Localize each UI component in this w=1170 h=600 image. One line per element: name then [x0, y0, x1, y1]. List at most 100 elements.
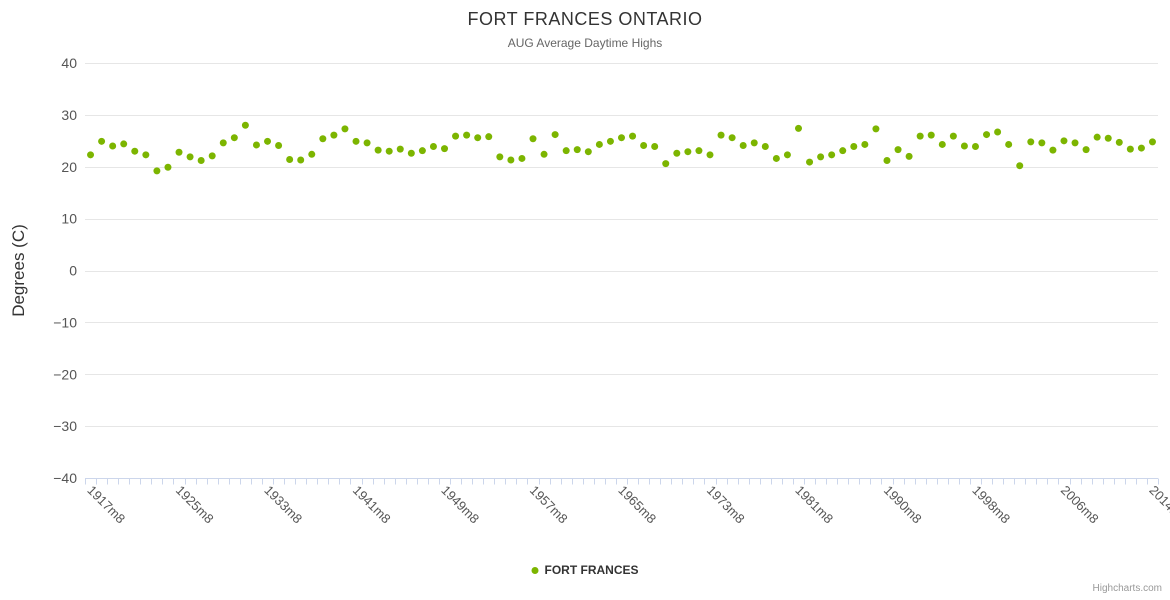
y-axis-tick-label: 30 [61, 107, 77, 123]
data-point [551, 131, 559, 139]
x-axis-tick-label: 2014m8 [1146, 483, 1170, 527]
data-point [485, 133, 493, 141]
data-point [673, 149, 681, 157]
data-point [197, 157, 205, 165]
data-point [894, 146, 902, 154]
data-point [153, 167, 161, 175]
data-point [839, 147, 847, 155]
data-point [540, 150, 548, 158]
data-point [971, 143, 979, 151]
data-point [651, 143, 659, 151]
x-axis-tick-label: 1925m8 [173, 483, 217, 527]
legend-marker-icon [531, 566, 539, 574]
data-point [783, 151, 791, 159]
data-point [1126, 145, 1134, 153]
data-point [1115, 138, 1123, 146]
data-point [750, 139, 758, 147]
x-axis-tick-label: 1981m8 [792, 483, 836, 527]
chart-subtitle: AUG Average Daytime Highs [507, 36, 663, 50]
data-point [418, 147, 426, 155]
data-point [595, 140, 603, 148]
data-point [562, 147, 570, 155]
data-point [385, 147, 393, 155]
data-point [828, 151, 836, 159]
x-axis-tick-label: 1933m8 [261, 483, 305, 527]
data-point [640, 141, 648, 149]
data-point [396, 145, 404, 153]
data-point [872, 125, 880, 133]
data-point [706, 151, 714, 159]
data-point [684, 148, 692, 156]
data-point [927, 131, 935, 139]
data-point [1093, 133, 1101, 141]
data-point [1137, 144, 1145, 152]
y-axis-tick-label: −10 [53, 314, 77, 330]
data-point [275, 141, 283, 149]
x-axis-tick-label: 1949m8 [438, 483, 482, 527]
data-point [916, 132, 924, 140]
data-point [739, 141, 747, 149]
y-axis-tick-label: −30 [53, 418, 77, 434]
data-point [109, 142, 117, 150]
data-point [341, 125, 349, 133]
data-point [850, 143, 858, 151]
y-axis-tick-label: −40 [53, 470, 77, 486]
y-axis-tick-label: 20 [61, 159, 77, 175]
data-point [772, 154, 780, 162]
data-point [883, 157, 891, 165]
data-point [606, 137, 614, 145]
data-point [1104, 134, 1112, 142]
data-point [629, 132, 637, 140]
data-point [1071, 139, 1079, 147]
data-point [120, 140, 128, 148]
data-point [186, 153, 194, 161]
data-point [695, 147, 703, 155]
data-point [507, 156, 515, 164]
data-point [219, 139, 227, 147]
data-point [463, 131, 471, 139]
y-axis-tick-label: −20 [53, 366, 77, 382]
data-point [241, 121, 249, 129]
data-point [1027, 138, 1035, 146]
x-axis-tick-label: 1941m8 [350, 483, 394, 527]
data-point [1038, 139, 1046, 147]
data-point [441, 145, 449, 153]
data-point [817, 153, 825, 161]
data-point [1049, 146, 1057, 154]
data-point [374, 146, 382, 154]
data-point [584, 148, 592, 156]
data-point [230, 134, 238, 142]
data-point [252, 141, 260, 149]
data-point [142, 151, 150, 159]
x-axis-tick-label: 1957m8 [527, 483, 571, 527]
data-point [994, 128, 1002, 136]
x-axis-tick-label: 1973m8 [704, 483, 748, 527]
data-point [352, 137, 360, 145]
data-point [1060, 137, 1068, 145]
data-point [806, 158, 814, 166]
data-point [131, 147, 139, 155]
data-point [861, 140, 869, 148]
data-point [407, 149, 415, 157]
data-point [1082, 146, 1090, 154]
data-point [949, 132, 957, 140]
x-axis-tick-label: 2006m8 [1058, 483, 1102, 527]
data-point [98, 137, 106, 145]
y-axis-title: Degrees (C) [9, 224, 28, 317]
data-point [429, 143, 437, 151]
data-point [264, 137, 272, 145]
data-point [474, 134, 482, 142]
data-point [728, 134, 736, 142]
data-point [794, 124, 802, 132]
data-point [573, 146, 581, 154]
data-point [960, 142, 968, 150]
legend-item-fort-frances[interactable]: FORT FRANCES [531, 563, 639, 577]
y-axis-tick-label: 0 [69, 263, 77, 279]
chart-title: FORT FRANCES ONTARIO [467, 9, 703, 29]
legend-label: FORT FRANCES [544, 563, 639, 577]
x-axis-tick-label: 1990m8 [881, 483, 925, 527]
y-axis-tick-label: 40 [61, 55, 77, 71]
data-point [208, 152, 216, 160]
highcharts-credits-link[interactable]: Highcharts.com [1092, 583, 1162, 594]
